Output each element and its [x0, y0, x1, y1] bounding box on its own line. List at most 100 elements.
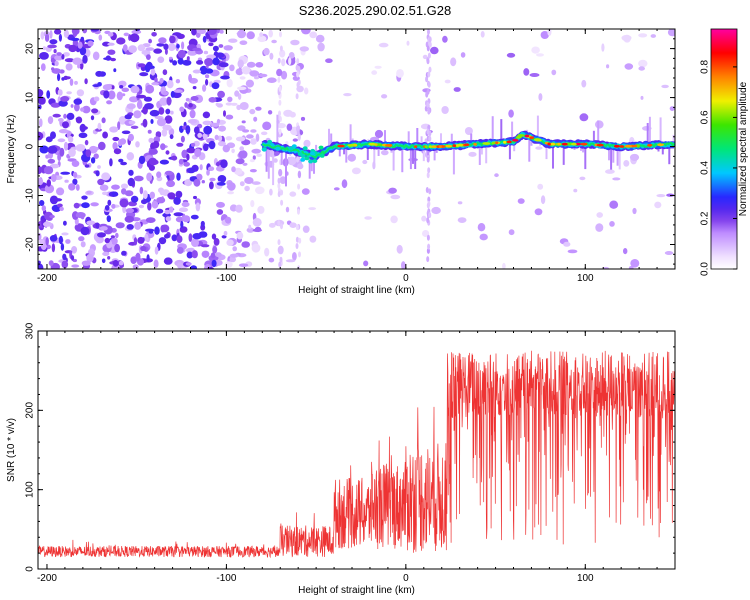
ridge-peak [430, 145, 438, 149]
noise-speck [80, 107, 85, 112]
noise-speck [147, 202, 152, 211]
noise-speck [102, 131, 108, 139]
noise-speck [157, 56, 165, 63]
noise-speck [388, 187, 397, 194]
noise-speck [255, 133, 260, 142]
streak-speck [295, 243, 299, 249]
noise-speck [70, 255, 75, 261]
noise-speck [188, 233, 193, 242]
noise-speck [80, 213, 85, 220]
noise-speck [107, 42, 115, 46]
noise-speck [146, 254, 150, 262]
noise-speck [128, 133, 134, 142]
noise-speck [279, 49, 286, 58]
noise-speck [156, 43, 165, 47]
x-tick-label: -200 [37, 273, 57, 284]
noise-speck [147, 129, 152, 134]
noise-speck [81, 202, 90, 209]
noise-speck [62, 121, 69, 129]
noise-speck [292, 251, 297, 261]
noise-speck [178, 207, 189, 212]
noise-speck [151, 200, 159, 209]
noise-speck [457, 201, 463, 205]
noise-speck [73, 98, 83, 105]
noise-speck [64, 179, 69, 183]
noise-speck [56, 52, 62, 56]
noise-speck [421, 215, 427, 222]
streak-speck [296, 129, 300, 136]
noise-speck [268, 257, 275, 263]
noise-speck [207, 266, 214, 269]
noise-speck [235, 158, 245, 165]
noise-speck [58, 129, 69, 134]
ridge-peak [517, 134, 525, 137]
noise-speck [54, 60, 59, 67]
noise-speck [92, 51, 100, 61]
noise-speck [187, 119, 198, 124]
streak-speck [297, 208, 300, 215]
noise-speck [231, 166, 236, 173]
noise-speck [145, 47, 155, 51]
noise-speck [62, 253, 67, 260]
noise-speck [57, 138, 66, 143]
noise-speck [124, 114, 132, 120]
streak-speck [296, 156, 300, 163]
y-tick-label: 200 [25, 402, 36, 419]
noise-speck [374, 65, 382, 69]
noise-speck [171, 234, 178, 242]
noise-speck [406, 40, 410, 46]
noise-speck [249, 108, 256, 115]
noise-speck [133, 237, 138, 246]
ridge-blob [267, 139, 273, 144]
noise-speck [38, 131, 44, 141]
noise-speck [59, 206, 64, 211]
streak-speck [427, 52, 431, 59]
noise-speck [249, 169, 257, 173]
noise-speck [246, 61, 256, 68]
noise-speck [111, 191, 118, 197]
ridge-blob [300, 153, 306, 158]
noise-speck [73, 202, 80, 209]
noise-speck [285, 259, 296, 263]
noise-speck [95, 222, 100, 229]
noise-speck [84, 164, 90, 168]
noise-speck [136, 94, 147, 99]
noise-speck [117, 121, 121, 130]
noise-speck [170, 90, 176, 98]
noise-speck [381, 94, 388, 99]
noise-speck [82, 54, 88, 64]
noise-speck [121, 130, 131, 135]
noise-speck [227, 182, 236, 191]
noise-speck [186, 147, 196, 154]
noise-speck [191, 29, 197, 36]
noise-speck [217, 135, 223, 142]
noise-speck [363, 260, 369, 267]
noise-speck [177, 58, 184, 65]
noise-speck [51, 174, 57, 182]
noise-speck [51, 67, 55, 71]
noise-speck [430, 46, 439, 55]
noise-speck [257, 35, 267, 43]
noise-speck [176, 246, 184, 254]
noise-speck [42, 46, 47, 51]
noise-speck [371, 70, 378, 75]
noise-speck [185, 262, 192, 266]
streak-speck [296, 58, 300, 65]
noise-speck [258, 73, 268, 78]
noise-speck [135, 252, 141, 262]
noise-speck [192, 86, 197, 90]
noise-speck [146, 54, 151, 60]
noise-speck [249, 70, 260, 77]
streak-speck [296, 81, 300, 88]
noise-speck [95, 70, 103, 77]
noise-speck [41, 205, 46, 212]
streak-speck [295, 93, 299, 100]
noise-speck [239, 76, 246, 80]
noise-speck [202, 111, 211, 119]
noise-speck [79, 123, 87, 133]
noise-speck [189, 109, 196, 119]
spectrogram-plot [38, 29, 675, 269]
noise-speck [221, 235, 227, 239]
noise-speck [129, 33, 140, 43]
noise-speck [289, 111, 296, 118]
